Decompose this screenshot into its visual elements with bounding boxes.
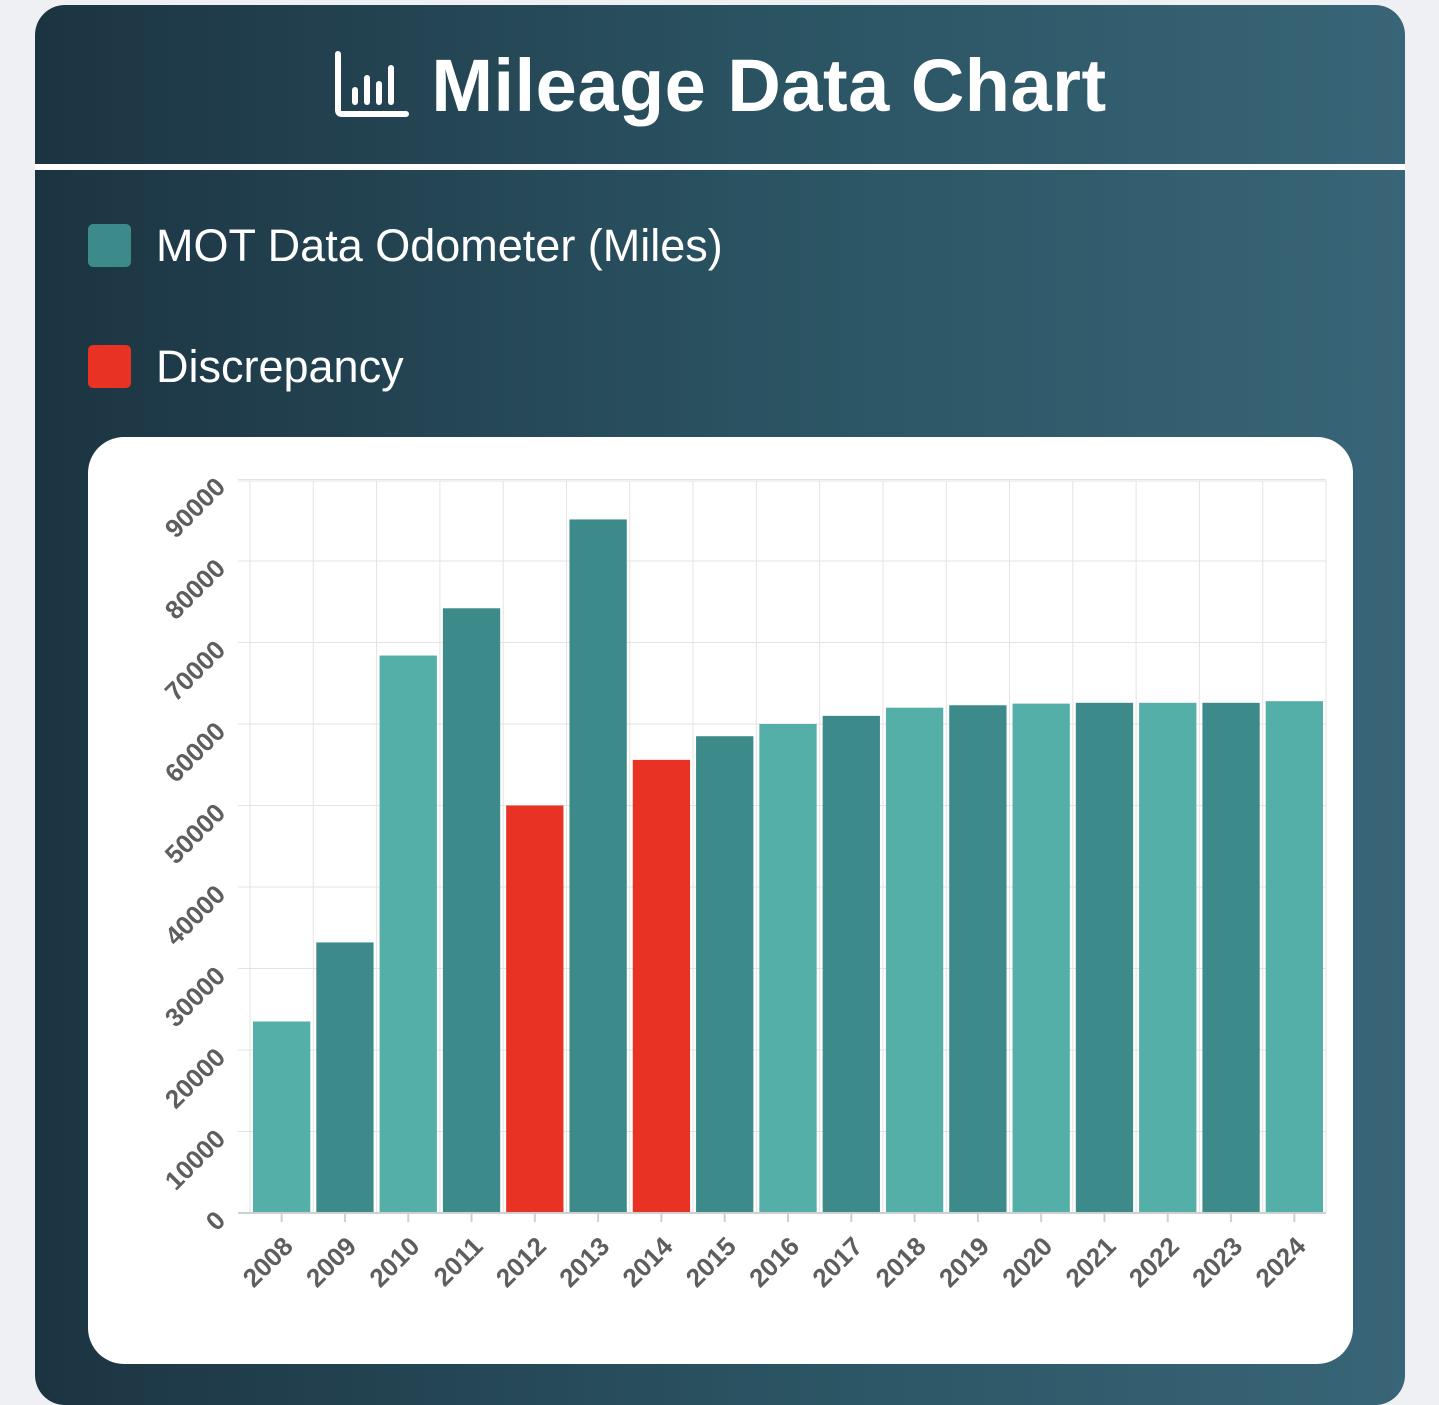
mileage-chart-card: Mileage Data Chart MOT Data Odometer (Mi…: [35, 5, 1405, 1405]
x-tick-label: 2017: [806, 1231, 868, 1293]
x-tick-label: 2020: [996, 1231, 1058, 1293]
legend-label-discrepancy: Discrepancy: [156, 341, 404, 392]
legend-label-mot-data: MOT Data Odometer (Miles): [156, 220, 723, 271]
x-tick-label: 2011: [428, 1231, 489, 1292]
bar-2011[interactable]: [442, 608, 501, 1213]
x-tick-label: 2018: [870, 1231, 932, 1293]
x-tick-label: 2009: [300, 1231, 362, 1293]
y-axis-ticks: 0 10000 20000 30000 40000 50000 60000 70000 8000…: [159, 471, 231, 1236]
x-tick-label: 2019: [933, 1231, 995, 1293]
chart-panel: 0 10000 20000 30000 40000 50000 60000 70000 8000…: [88, 437, 1353, 1364]
y-tick-label: 20000: [159, 1042, 231, 1114]
legend-item-mot-data[interactable]: MOT Data Odometer (Miles): [88, 223, 723, 268]
x-tick-label: 2023: [1186, 1231, 1248, 1293]
x-tick-label: 2010: [363, 1231, 425, 1293]
x-tick-label: 2022: [1123, 1231, 1185, 1293]
bar-2024[interactable]: [1265, 701, 1323, 1213]
bar-discrepancy-2012[interactable]: [506, 805, 564, 1214]
bar-2013[interactable]: [569, 519, 627, 1213]
axes: [238, 1212, 1326, 1222]
bar-2016[interactable]: [759, 724, 817, 1213]
bar-2020[interactable]: [1012, 703, 1070, 1213]
bar-2022[interactable]: [1139, 702, 1197, 1213]
bar-2019[interactable]: [949, 705, 1007, 1213]
legend-swatch-mot-data: [88, 224, 131, 267]
y-tick-label: 40000: [159, 879, 231, 951]
y-tick-label: 50000: [159, 797, 231, 869]
y-tick-label: 60000: [159, 716, 231, 788]
bar-2018[interactable]: [885, 707, 944, 1213]
page-title: Mileage Data Chart: [431, 44, 1107, 127]
bar-2010[interactable]: [379, 655, 437, 1213]
x-tick-label: 2015: [680, 1231, 742, 1293]
x-tick-label: 2013: [553, 1231, 615, 1293]
legend-item-discrepancy[interactable]: Discrepancy: [88, 344, 404, 389]
x-tick-label: 2024: [1249, 1231, 1311, 1293]
bar-chart-icon: [335, 51, 410, 117]
x-tick-label: 2016: [743, 1231, 805, 1293]
y-tick-label: 80000: [159, 553, 231, 625]
x-tick-label: 2008: [237, 1231, 299, 1293]
x-tick-label: 2021: [1059, 1231, 1121, 1293]
y-tick-label: 70000: [159, 634, 231, 706]
bar-2009[interactable]: [316, 942, 374, 1213]
y-tick-label: 0: [200, 1205, 231, 1236]
bar-2017[interactable]: [822, 715, 880, 1213]
bar-2015[interactable]: [696, 736, 754, 1213]
bars: [253, 519, 1323, 1213]
header-divider: [35, 164, 1405, 170]
mileage-bar-chart: 0 10000 20000 30000 40000 50000 60000 70000 8000…: [159, 471, 1327, 1293]
y-tick-label: 90000: [159, 471, 231, 543]
bar-2023[interactable]: [1202, 702, 1260, 1213]
x-axis-ticks: 2008 2009 2010 2011 2012 2013 2014 2015 2016 2017…: [237, 1231, 1312, 1293]
bar-2021[interactable]: [1075, 702, 1134, 1213]
y-tick-label: 10000: [159, 1123, 231, 1195]
legend-swatch-discrepancy: [88, 345, 131, 388]
bar-discrepancy-2014[interactable]: [632, 759, 691, 1213]
bar-2008[interactable]: [253, 1021, 311, 1213]
chart-header: Mileage Data Chart: [35, 5, 1405, 163]
y-tick-label: 30000: [159, 960, 231, 1032]
x-tick-label: 2014: [616, 1231, 678, 1293]
x-tick-label: 2012: [490, 1231, 552, 1293]
